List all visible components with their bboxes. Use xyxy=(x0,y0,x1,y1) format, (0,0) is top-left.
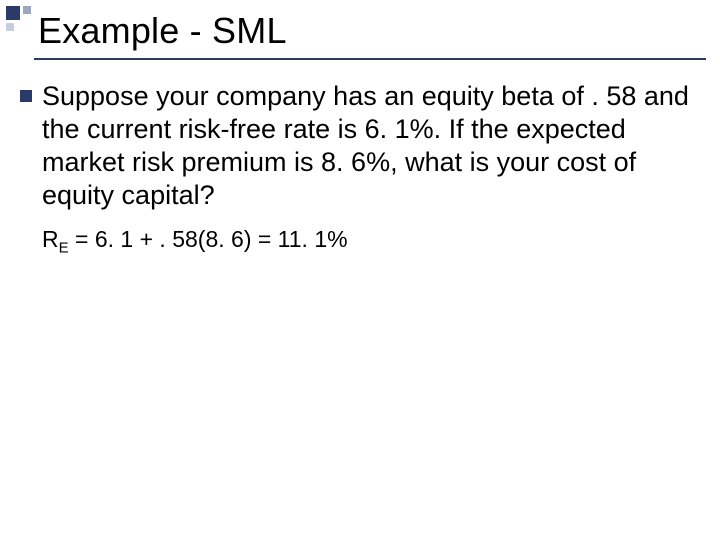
slide-content: Suppose your company has an equity beta … xyxy=(20,80,700,256)
formula-subscript: E xyxy=(59,239,69,256)
formula-line: RE = 6. 1 + . 58(8. 6) = 11. 1% xyxy=(42,226,700,257)
decor-square-mid xyxy=(23,6,31,14)
formula-var: R xyxy=(42,226,59,252)
square-bullet-icon xyxy=(20,90,32,102)
corner-decoration xyxy=(6,6,34,34)
bullet-item: Suppose your company has an equity beta … xyxy=(20,80,700,212)
slide-title: Example - SML xyxy=(38,10,287,52)
decor-square-light xyxy=(6,23,14,31)
body-text: Suppose your company has an equity beta … xyxy=(42,80,700,212)
decor-square-dark xyxy=(6,6,20,20)
title-underline xyxy=(34,58,706,60)
formula-expression: = 6. 1 + . 58(8. 6) = 11. 1% xyxy=(69,226,348,252)
